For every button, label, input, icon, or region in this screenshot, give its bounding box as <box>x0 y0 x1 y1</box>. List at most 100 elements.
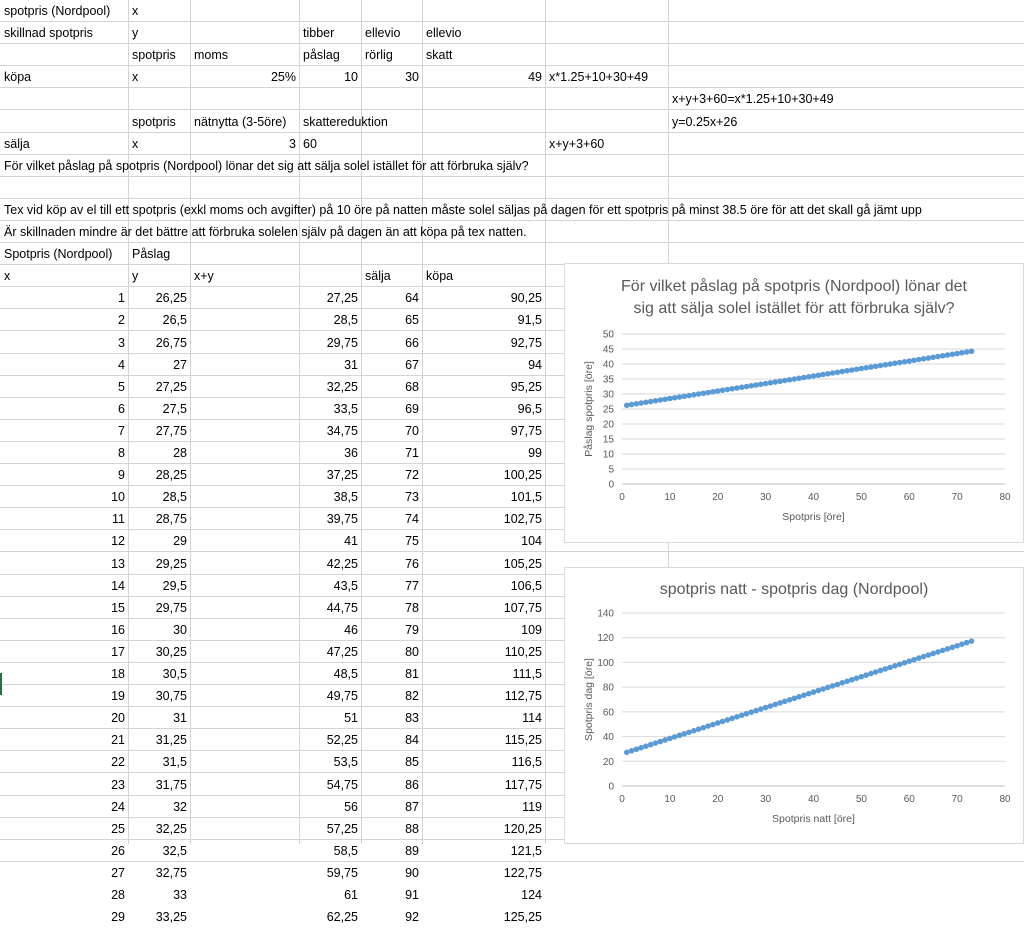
table-cell[interactable]: 52,25 <box>326 733 358 748</box>
table-cell[interactable]: 29,25 <box>155 556 187 571</box>
table-cell[interactable]: 57,25 <box>326 821 358 836</box>
table-cell[interactable]: 76 <box>405 556 419 571</box>
table-cell[interactable]: 86 <box>405 777 419 792</box>
cell-top[interactable]: x <box>132 4 139 18</box>
table-cell[interactable]: 31,75 <box>155 777 187 792</box>
table-cell[interactable]: 28 <box>111 888 125 902</box>
table-cell[interactable]: 32,5 <box>162 843 187 858</box>
question-text[interactable]: För vilket påslag på spotpris (Nordpool)… <box>4 158 529 173</box>
table-cell[interactable]: 82 <box>405 689 419 704</box>
table-cell[interactable]: 122,75 <box>503 865 542 880</box>
table-cell[interactable]: 90 <box>405 865 419 880</box>
table-cell[interactable]: 65 <box>405 313 419 328</box>
table-cell[interactable]: 120,25 <box>503 821 542 836</box>
table-cell[interactable]: 44,75 <box>326 600 358 615</box>
table-header[interactable]: Spotpris (Nordpool) <box>4 247 113 262</box>
table-cell[interactable]: 27 <box>111 865 125 880</box>
cell-top[interactable]: påslag <box>303 48 340 63</box>
table-cell[interactable]: 21 <box>111 733 125 748</box>
table-cell[interactable]: 19 <box>111 689 125 704</box>
table-cell[interactable]: 39,75 <box>326 512 358 527</box>
table-cell[interactable]: 27 <box>173 357 187 372</box>
table-cell[interactable]: 26,5 <box>162 313 187 328</box>
table-cell[interactable]: 33,5 <box>333 401 358 416</box>
table-cell[interactable]: 28,25 <box>155 468 187 483</box>
cell-top[interactable]: rörlig <box>365 48 393 63</box>
table-cell[interactable]: 85 <box>405 755 419 770</box>
table-cell[interactable]: 29,75 <box>326 335 358 350</box>
cell-top[interactable]: x <box>132 70 139 85</box>
table-cell[interactable]: 58,5 <box>333 843 358 858</box>
table-cell[interactable]: 32,75 <box>155 865 187 880</box>
table-cell[interactable]: 84 <box>405 733 419 748</box>
table-cell[interactable]: 46 <box>344 622 358 637</box>
table-cell[interactable]: 28,5 <box>333 313 358 328</box>
table-cell[interactable]: 27,75 <box>155 423 187 438</box>
cell-top[interactable]: ellevio <box>426 26 462 41</box>
table-cell[interactable]: 18 <box>111 667 125 681</box>
cell-top[interactable]: skillnad spotpris <box>4 26 93 41</box>
table-cell[interactable]: 26,25 <box>155 291 187 306</box>
table-cell[interactable]: 99 <box>528 446 542 460</box>
table-cell[interactable]: 25 <box>111 821 125 836</box>
note-text[interactable]: Tex vid köp av el till ett spotpris (exk… <box>4 202 922 217</box>
table-cell[interactable]: 16 <box>111 622 125 637</box>
table-cell[interactable]: 54,75 <box>326 777 358 792</box>
table-cell[interactable]: 87 <box>405 799 419 814</box>
table-cell[interactable]: 28,75 <box>155 512 187 527</box>
table-cell[interactable]: 104 <box>521 534 542 549</box>
table-cell[interactable]: 78 <box>405 600 419 615</box>
table-cell[interactable]: 73 <box>405 490 419 505</box>
cell-top[interactable]: x*1.25+10+30+49 <box>549 70 649 85</box>
table-cell[interactable]: 51 <box>344 711 358 726</box>
table-cell[interactable]: 26,75 <box>155 335 187 350</box>
table-cell[interactable]: 28,5 <box>162 490 187 505</box>
table-cell[interactable]: 68 <box>405 379 419 394</box>
table-cell[interactable]: 27,25 <box>326 291 358 306</box>
cell-top[interactable]: y <box>132 26 139 41</box>
table-cell[interactable]: 30,5 <box>162 667 187 681</box>
table-cell[interactable]: 81 <box>405 667 419 681</box>
table-cell[interactable]: 11 <box>112 512 125 527</box>
table-cell[interactable]: 29 <box>111 910 125 925</box>
table-cell[interactable]: 24 <box>111 799 125 814</box>
cell-top[interactable]: skattereduktion <box>303 114 388 129</box>
table-cell[interactable]: 10 <box>111 490 125 505</box>
table-cell[interactable]: 47,25 <box>326 644 358 659</box>
chart-paslag[interactable]: För vilket påslag på spotpris (Nordpool)… <box>564 263 1024 543</box>
cell-top[interactable]: skatt <box>426 48 453 63</box>
table-cell[interactable]: 110,25 <box>504 644 542 659</box>
table-header[interactable]: x <box>4 269 11 284</box>
table-cell[interactable]: 69 <box>405 401 419 416</box>
table-cell[interactable]: 4 <box>118 357 125 372</box>
cell-top[interactable]: 3 <box>289 136 296 151</box>
table-cell[interactable]: 14 <box>111 578 125 593</box>
table-cell[interactable]: 94 <box>528 357 542 372</box>
table-cell[interactable]: 1 <box>118 291 125 306</box>
table-cell[interactable]: 20 <box>111 711 125 726</box>
cell-top[interactable]: 10 <box>344 70 358 85</box>
table-cell[interactable]: 37,25 <box>326 468 358 483</box>
table-cell[interactable]: 8 <box>118 446 125 460</box>
table-cell[interactable]: 41 <box>344 534 358 549</box>
table-cell[interactable]: 64 <box>405 291 419 306</box>
table-cell[interactable]: 59,75 <box>326 865 358 880</box>
table-cell[interactable]: 105,25 <box>503 556 542 571</box>
cell-top[interactable]: sälja <box>4 136 30 151</box>
table-cell[interactable]: 95,25 <box>510 379 542 394</box>
cell-top[interactable]: 30 <box>405 70 419 85</box>
table-cell[interactable]: 33,25 <box>155 910 187 925</box>
table-cell[interactable]: 80 <box>405 644 419 659</box>
table-cell[interactable]: 116,5 <box>511 755 542 770</box>
table-cell[interactable]: 29 <box>173 534 187 549</box>
table-cell[interactable]: 31 <box>344 357 358 372</box>
table-cell[interactable]: 90,25 <box>510 291 542 306</box>
table-cell[interactable]: 32 <box>173 799 187 814</box>
table-cell[interactable]: 101,5 <box>510 490 542 505</box>
table-cell[interactable]: 97,75 <box>510 423 542 438</box>
table-cell[interactable]: 27,25 <box>155 379 187 394</box>
table-cell[interactable]: 3 <box>118 335 125 350</box>
table-cell[interactable]: 6 <box>118 401 125 416</box>
table-cell[interactable]: 31,25 <box>155 733 187 748</box>
cell-top[interactable]: 49 <box>528 70 542 85</box>
